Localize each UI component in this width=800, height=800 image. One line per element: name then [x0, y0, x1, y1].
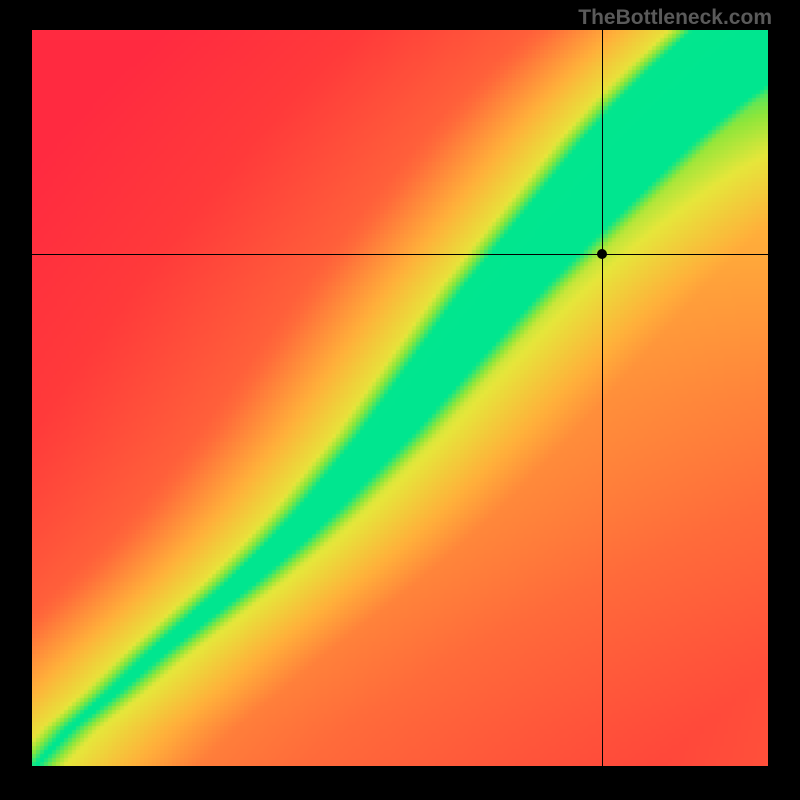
- crosshair-horizontal: [32, 254, 768, 255]
- intersection-marker: [597, 249, 607, 259]
- watermark-text: TheBottleneck.com: [578, 6, 772, 30]
- heatmap-canvas: [32, 30, 768, 766]
- heatmap-plot: [32, 30, 768, 766]
- crosshair-vertical: [602, 30, 603, 766]
